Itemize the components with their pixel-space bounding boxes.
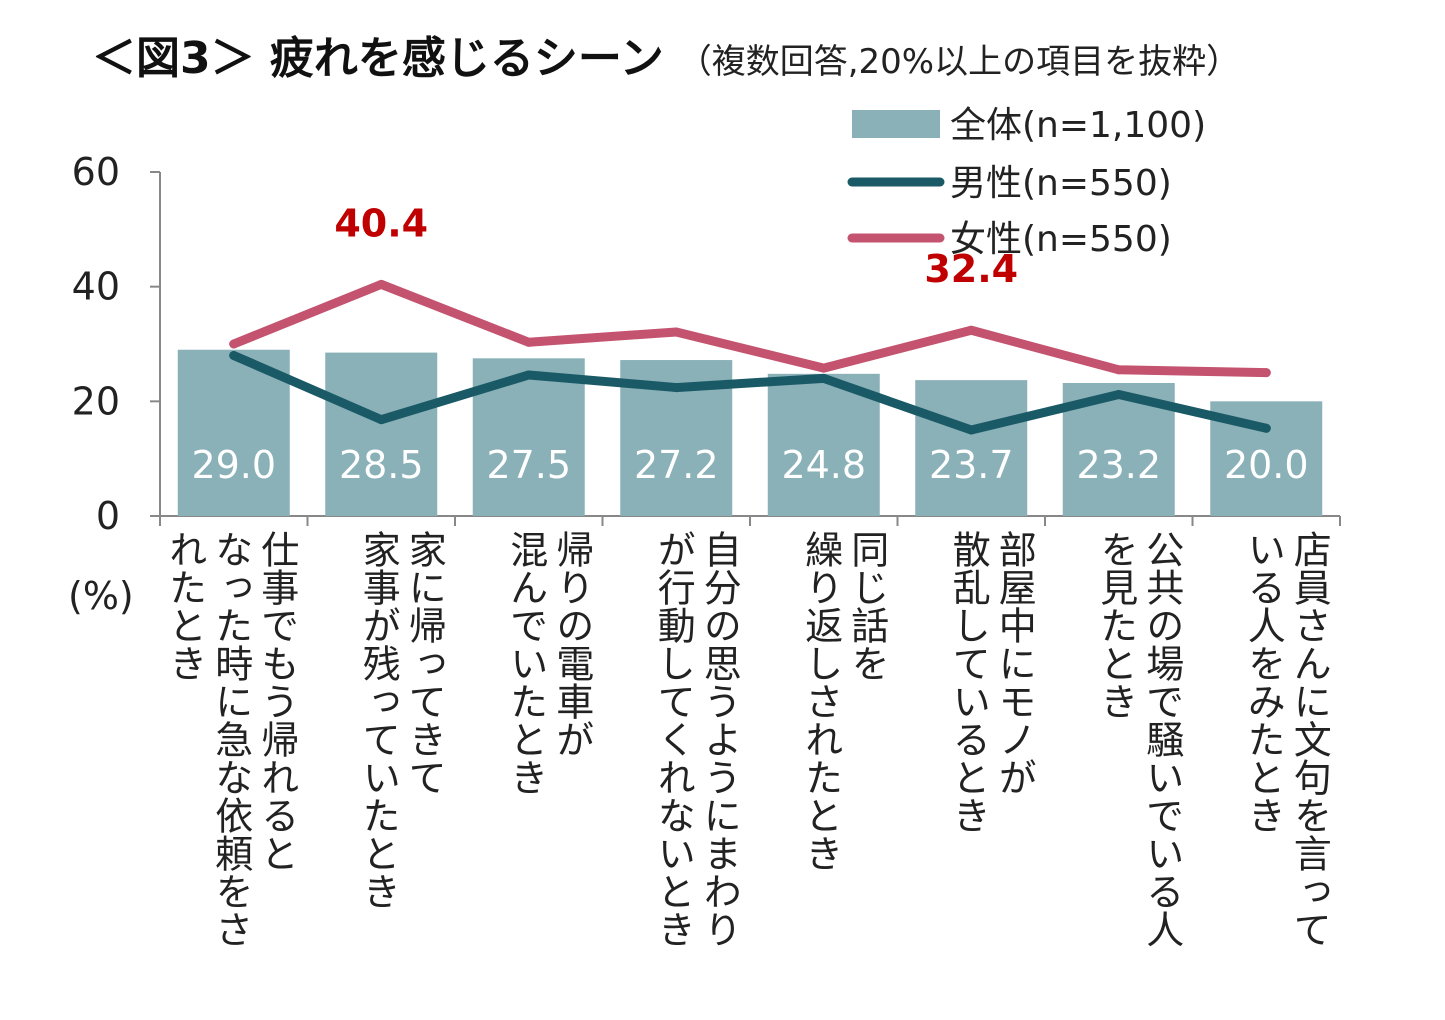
line-point bbox=[229, 350, 239, 360]
legend-swatch-bar bbox=[852, 110, 940, 138]
y-tick-label: 0 bbox=[96, 494, 120, 538]
bar-value-label: 27.5 bbox=[486, 443, 571, 487]
line-point bbox=[819, 363, 829, 373]
bar-value-label: 29.0 bbox=[191, 443, 276, 487]
line-point bbox=[1114, 365, 1124, 375]
bar-value-label: 24.8 bbox=[781, 443, 866, 487]
bar-value-label: 27.2 bbox=[634, 443, 719, 487]
y-tick-label: 40 bbox=[72, 265, 120, 309]
line-point bbox=[376, 415, 386, 425]
category-label: 部屋中にモノが 散乱しているとき bbox=[946, 530, 1037, 834]
line-point bbox=[1261, 423, 1271, 433]
bar-value-label: 28.5 bbox=[339, 443, 424, 487]
line-point bbox=[376, 279, 386, 289]
bar-value-label: 23.2 bbox=[1076, 443, 1161, 487]
line-point bbox=[671, 383, 681, 393]
line-point bbox=[1261, 368, 1271, 378]
category-label: 店員さんに文句を言って いる人をみたとき bbox=[1241, 530, 1332, 948]
line-point bbox=[524, 370, 534, 380]
y-tick-label: 20 bbox=[72, 379, 120, 423]
category-label: 仕事でもう帰れると なった時に急な依頼をさ れたとき bbox=[162, 530, 299, 948]
bar bbox=[767, 373, 880, 516]
legend-label: 女性(n=550) bbox=[950, 219, 1172, 260]
bar bbox=[177, 349, 290, 516]
line-point bbox=[966, 325, 976, 335]
series-line-1 bbox=[229, 350, 1271, 435]
category-label: 家に帰ってきて 家事が残っていたとき bbox=[356, 530, 447, 910]
line-point bbox=[671, 327, 681, 337]
line-point bbox=[1114, 389, 1124, 399]
category-label: 自分の思うようにまわり が行動してくれないとき bbox=[651, 530, 742, 948]
category-label: 同じ話を 繰り返しされたとき bbox=[798, 530, 889, 872]
line-point bbox=[966, 425, 976, 435]
bar bbox=[915, 380, 1028, 516]
chart-subtitle: （複数回答,20%以上の項目を抜粋） bbox=[677, 42, 1241, 82]
bar-value-label: 20.0 bbox=[1224, 443, 1309, 487]
title-block: ＜図3＞ 疲れを感じるシーン （複数回答,20%以上の項目を抜粋） bbox=[92, 22, 1240, 86]
line-point bbox=[819, 373, 829, 383]
series-line-2 bbox=[229, 279, 1271, 378]
line-point bbox=[524, 337, 534, 347]
category-label: 帰りの電車が 混んでいたとき bbox=[503, 530, 594, 796]
y-tick-label: 60 bbox=[72, 150, 120, 194]
peak-annotation: 32.4 bbox=[924, 247, 1018, 291]
chart-title: ＜図3＞ 疲れを感じるシーン bbox=[92, 33, 664, 84]
legend-label: 全体(n=1,100) bbox=[950, 105, 1206, 146]
legend-label: 男性(n=550) bbox=[950, 163, 1172, 204]
y-axis-label: (%) bbox=[68, 574, 134, 618]
line-point bbox=[229, 339, 239, 349]
bar bbox=[325, 352, 438, 516]
bar-value-label: 23.7 bbox=[929, 443, 1014, 487]
peak-annotation: 40.4 bbox=[334, 201, 428, 245]
category-label: 公共の場で騒いでいる人 を見たとき bbox=[1093, 530, 1184, 948]
